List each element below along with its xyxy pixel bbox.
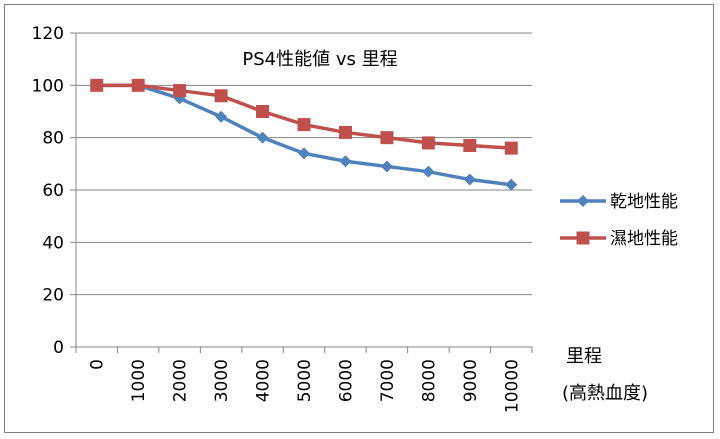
series-2-point xyxy=(90,78,104,92)
x-tick-label: 7000 xyxy=(378,359,398,402)
series-line-2 xyxy=(96,83,512,150)
series-1-point xyxy=(380,160,393,173)
legend-swatch-marker xyxy=(577,195,589,207)
series-2-point xyxy=(297,118,311,132)
gridlines xyxy=(76,32,532,296)
series-1-point xyxy=(422,165,435,178)
x-tick-label: 4000 xyxy=(254,359,274,402)
x-tick-label: 6000 xyxy=(336,359,356,402)
series-2-point xyxy=(214,89,228,103)
y-tick-label: 40 xyxy=(42,233,64,253)
x-tick-label: 10000 xyxy=(502,359,522,413)
series-2-point xyxy=(131,78,145,92)
y-tick-label: 120 xyxy=(32,24,64,44)
axes xyxy=(70,32,533,353)
series-lines xyxy=(96,83,512,187)
x-axis-label-line2: (高熱血度) xyxy=(562,383,648,404)
y-tick-label: 80 xyxy=(42,129,64,149)
chart-frame xyxy=(4,4,714,433)
x-tick-labels: 0 1000 2000 3000 4000 5000 6000 7000 8000 9000 100… xyxy=(88,359,523,413)
x-tick-label: 3000 xyxy=(212,359,232,402)
legend-label: 濕地性能 xyxy=(610,229,678,249)
series-2-point xyxy=(380,131,394,145)
chart-title: PS4性能値 vs 里程 xyxy=(242,49,397,70)
series-2-point xyxy=(421,136,435,150)
x-tick-label: 5000 xyxy=(295,359,315,402)
y-tick-label: 20 xyxy=(42,286,64,306)
series-line-1 xyxy=(96,83,512,187)
series-2-point xyxy=(504,141,518,155)
x-tick-label: 9000 xyxy=(461,359,481,402)
x-tick-label: 1000 xyxy=(129,359,149,402)
series-1-point xyxy=(298,147,310,160)
series-2-point xyxy=(173,84,187,98)
y-tick-labels: 0 20 40 60 80 100 120 xyxy=(32,24,64,358)
x-tick-label: 0 xyxy=(88,359,108,370)
legend-swatch-marker xyxy=(576,231,590,245)
y-tick-label: 60 xyxy=(42,181,64,201)
series-1-point xyxy=(463,173,476,186)
series-1-point xyxy=(339,155,352,168)
x-tick-label: 8000 xyxy=(419,359,439,402)
series-2-point xyxy=(256,105,270,118)
y-tick-label: 100 xyxy=(32,76,64,96)
series-1-point xyxy=(215,110,228,123)
series-1-point xyxy=(256,131,269,144)
y-tick-label: 0 xyxy=(53,338,64,358)
x-axis-label-line1: 里程 xyxy=(566,346,602,367)
x-tick-label: 2000 xyxy=(171,359,191,402)
series-markers xyxy=(90,78,518,191)
series-2-point xyxy=(338,125,352,139)
series-2-point xyxy=(463,139,477,153)
series-1-point xyxy=(505,178,518,191)
legend-label: 乾地性能 xyxy=(610,192,678,212)
